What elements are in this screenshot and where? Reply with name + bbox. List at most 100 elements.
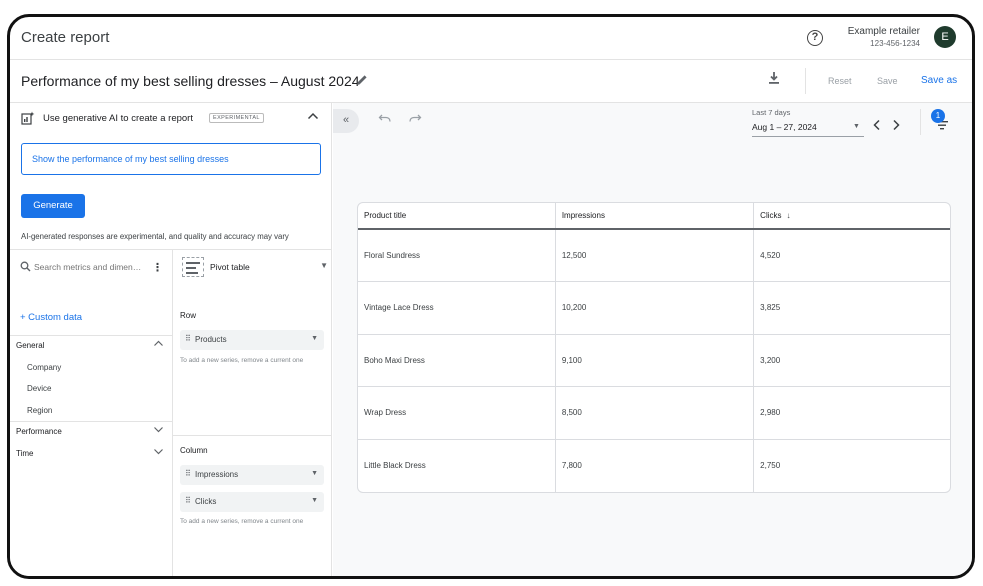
- config-divider: [173, 435, 332, 436]
- group-divider: [10, 335, 172, 336]
- table-cell: 2,980: [753, 386, 950, 440]
- experimental-badge: EXPERIMENTAL: [209, 113, 264, 123]
- table-header-row: Product title Impressions Clicks ↓: [358, 203, 950, 230]
- column-header-clicks[interactable]: Clicks ↓: [753, 203, 950, 230]
- ai-report-icon: [21, 111, 35, 128]
- caret-down-icon[interactable]: ▼: [311, 470, 318, 477]
- more-vert-icon[interactable]: ⋮: [152, 262, 163, 274]
- drag-handle-icon[interactable]: ⠿: [185, 496, 191, 505]
- group-general[interactable]: General: [16, 341, 45, 350]
- ai-prompt-text: Show the performance of my best selling …: [32, 154, 229, 164]
- drag-handle-icon[interactable]: ⠿: [185, 469, 191, 478]
- account-name: Example retailer: [847, 26, 920, 37]
- report-table: Product title Impressions Clicks ↓ Floral…: [357, 202, 951, 493]
- search-icon: [20, 261, 31, 275]
- toolbar-divider: [805, 68, 806, 94]
- caret-down-icon[interactable]: ▼: [311, 335, 318, 342]
- row-chip-products[interactable]: ⠿ Products ▼: [180, 330, 324, 350]
- table-row: Floral Sundress 12,500 4,520: [358, 229, 950, 282]
- dimension-company[interactable]: Company: [27, 363, 62, 372]
- app-window: Create report ? Example retailer 123-456…: [7, 14, 975, 579]
- redo-icon[interactable]: [408, 113, 422, 126]
- chip-label: Clicks: [195, 497, 217, 506]
- download-icon[interactable]: [768, 71, 780, 88]
- pivot-table-icon: [182, 257, 204, 277]
- view-type-select[interactable]: Pivot table ▼: [180, 255, 330, 279]
- save-button[interactable]: Save: [877, 76, 898, 86]
- table-row: Wrap Dress 8,500 2,980: [358, 386, 950, 440]
- undo-icon[interactable]: [378, 113, 392, 126]
- table-cell: Wrap Dress: [358, 386, 556, 440]
- metrics-search: ⋮: [20, 261, 165, 277]
- collapse-panel-button[interactable]: «: [333, 109, 359, 133]
- edit-icon[interactable]: [355, 73, 369, 90]
- account-info[interactable]: Example retailer 123-456-1234: [848, 26, 920, 48]
- filter-count-badge: 1: [931, 109, 945, 123]
- search-input[interactable]: [34, 262, 150, 272]
- toolbar-divider: [920, 109, 921, 135]
- table-cell: 3,200: [753, 334, 950, 387]
- ai-panel-header[interactable]: Use generative AI to create a report EXP…: [21, 111, 321, 129]
- group-performance[interactable]: Performance: [16, 427, 62, 436]
- dimension-device[interactable]: Device: [27, 384, 52, 393]
- column-header-impressions[interactable]: Impressions: [555, 203, 755, 230]
- group-divider: [10, 421, 172, 422]
- top-bar: Create report ? Example retailer 123-456…: [10, 17, 972, 60]
- group-time[interactable]: Time: [16, 449, 34, 458]
- help-icon[interactable]: ?: [807, 30, 823, 46]
- header-label: Product title: [364, 211, 407, 220]
- avatar[interactable]: E: [934, 26, 956, 48]
- column-chip-impressions[interactable]: ⠿ Impressions ▼: [180, 465, 324, 485]
- row-hint: To add a new series, remove a current on…: [180, 357, 304, 364]
- dimension-region[interactable]: Region: [27, 406, 53, 415]
- chevron-right-icon[interactable]: [891, 119, 901, 134]
- table-cell: 10,200: [555, 281, 755, 335]
- table-cell: Little Black Dress: [358, 439, 556, 492]
- table-cell: Boho Maxi Dress: [358, 334, 556, 387]
- table-cell: Vintage Lace Dress: [358, 281, 556, 335]
- caret-down-icon: ▼: [320, 261, 328, 270]
- ai-disclaimer: AI-generated responses are experimental,…: [21, 232, 289, 241]
- custom-data-button[interactable]: + Custom data: [20, 312, 83, 323]
- table-row: Little Black Dress 7,800 2,750: [358, 439, 950, 492]
- generate-button[interactable]: Generate: [21, 194, 85, 218]
- column-label: Column: [180, 446, 208, 455]
- reset-button[interactable]: Reset: [828, 76, 852, 86]
- chevron-up-icon[interactable]: [307, 111, 319, 124]
- chevron-left-icon[interactable]: [872, 119, 882, 134]
- sort-descending-icon[interactable]: ↓: [786, 211, 791, 220]
- table-cell: 3,825: [753, 281, 950, 335]
- report-title-bar: Performance of my best selling dresses –…: [10, 60, 972, 103]
- report-title: Performance of my best selling dresses –…: [21, 73, 360, 89]
- date-range-label: Last 7 days: [752, 108, 791, 117]
- table-cell: 4,520: [753, 229, 950, 282]
- column-chip-clicks[interactable]: ⠿ Clicks ▼: [180, 492, 324, 512]
- left-panel: Use generative AI to create a report EXP…: [10, 103, 332, 576]
- save-as-button[interactable]: Save as: [921, 75, 958, 86]
- table-cell: 12,500: [555, 229, 755, 282]
- ai-prompt-input[interactable]: Show the performance of my best selling …: [21, 143, 321, 175]
- chevron-down-icon[interactable]: [153, 447, 164, 458]
- table-cell: 2,750: [760, 461, 781, 470]
- caret-down-icon[interactable]: ▼: [853, 123, 860, 130]
- chip-label: Impressions: [195, 470, 239, 479]
- table-cell: 8,500: [555, 386, 755, 440]
- column-header-product-title[interactable]: Product title: [358, 203, 556, 230]
- chevron-down-icon[interactable]: [153, 425, 164, 436]
- table-row: Boho Maxi Dress 9,100 3,200: [358, 334, 950, 387]
- chevron-up-icon[interactable]: [153, 339, 164, 350]
- table-cell: 9,100: [555, 334, 755, 387]
- row-label: Row: [180, 311, 197, 320]
- panel-divider: [172, 249, 173, 576]
- report-canvas: « Last 7 days Aug 1 – 27, 2024 ▼ 1: [333, 103, 972, 576]
- header-label: Clicks: [760, 211, 782, 220]
- table-row: Vintage Lace Dress 10,200 3,825: [358, 281, 950, 335]
- caret-down-icon[interactable]: ▼: [311, 497, 318, 504]
- column-hint: To add a new series, remove a current on…: [180, 518, 304, 525]
- ai-panel-title: Use generative AI to create a report: [43, 113, 193, 124]
- chip-label: Products: [195, 335, 227, 344]
- table-cell: 7,800: [555, 439, 755, 492]
- drag-handle-icon[interactable]: ⠿: [185, 334, 191, 343]
- table-cell: Floral Sundress: [358, 229, 556, 282]
- date-range-select[interactable]: Aug 1 – 27, 2024: [752, 122, 817, 132]
